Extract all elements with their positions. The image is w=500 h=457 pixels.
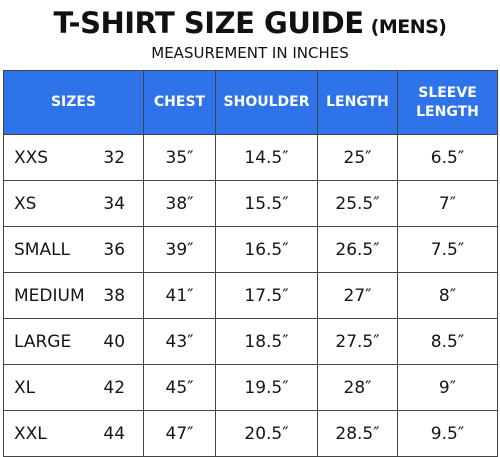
chest-cell: 38″ — [143, 180, 216, 227]
title-main: T-SHIRT SIZE GUIDE — [53, 6, 365, 40]
sleeve-cell: 8.5″ — [397, 318, 498, 365]
shoulder-cell: 18.5″ — [215, 318, 318, 365]
length-cell: 25.5″ — [317, 180, 398, 227]
table-row: XL 42 45″ 19.5″ 28″ 9″ — [3, 364, 498, 411]
size-table: SIZES CHEST SHOULDER LENGTH SLEEVE LENGT… — [3, 70, 498, 457]
length-cell: 25″ — [317, 134, 398, 181]
table-row: SMALL 36 39″ 16.5″ 26.5″ 7.5″ — [3, 226, 498, 273]
size-number-cell: 40 — [85, 318, 144, 365]
shoulder-cell: 14.5″ — [215, 134, 318, 181]
sleeve-header-line1: SLEEVE — [418, 84, 477, 101]
size-name-cell: LARGE — [3, 318, 86, 365]
length-cell: 28″ — [317, 364, 398, 411]
column-header-sizes: SIZES — [3, 70, 144, 135]
size-guide-page: T-SHIRT SIZE GUIDE (MENS) MEASUREMENT IN… — [0, 6, 500, 457]
sleeve-cell: 7″ — [397, 180, 498, 227]
table-row: MEDIUM 38 41″ 17.5″ 27″ 8″ — [3, 272, 498, 319]
sleeve-cell: 9.5″ — [397, 410, 498, 457]
chest-cell: 39″ — [143, 226, 216, 273]
title-suffix: (MENS) — [370, 16, 447, 38]
sleeve-cell: 7.5″ — [397, 226, 498, 273]
size-number-cell: 38 — [85, 272, 144, 319]
page-subtitle: MEASUREMENT IN INCHES — [151, 44, 349, 62]
chest-cell: 41″ — [143, 272, 216, 319]
size-name-cell: SMALL — [3, 226, 86, 273]
size-number-cell: 44 — [85, 410, 144, 457]
size-name-cell: XS — [3, 180, 86, 227]
sleeve-cell: 8″ — [397, 272, 498, 319]
chest-cell: 43″ — [143, 318, 216, 365]
column-header-length: LENGTH — [317, 70, 398, 135]
size-name-cell: XXS — [3, 134, 86, 181]
table-body: XXS 32 35″ 14.5″ 25″ 6.5″ XS 34 38″ 15.5… — [3, 134, 498, 457]
length-cell: 27″ — [317, 272, 398, 319]
table-row: XXS 32 35″ 14.5″ 25″ 6.5″ — [3, 134, 498, 181]
size-number-cell: 36 — [85, 226, 144, 273]
sleeve-cell: 6.5″ — [397, 134, 498, 181]
chest-cell: 47″ — [143, 410, 216, 457]
table-row: XS 34 38″ 15.5″ 25.5″ 7″ — [3, 180, 498, 227]
table-header: SIZES CHEST SHOULDER LENGTH SLEEVE LENGT… — [3, 70, 498, 135]
column-header-shoulder: SHOULDER — [215, 70, 318, 135]
size-number-cell: 34 — [85, 180, 144, 227]
shoulder-cell: 17.5″ — [215, 272, 318, 319]
size-number-cell: 32 — [85, 134, 144, 181]
shoulder-cell: 20.5″ — [215, 410, 318, 457]
length-cell: 26.5″ — [317, 226, 398, 273]
page-title: T-SHIRT SIZE GUIDE (MENS) — [0, 6, 500, 40]
size-name-cell: XXL — [3, 410, 86, 457]
column-header-sleeve-length: SLEEVE LENGTH — [397, 70, 498, 135]
length-cell: 27.5″ — [317, 318, 398, 365]
sleeve-header-line2: LENGTH — [416, 103, 479, 120]
shoulder-cell: 19.5″ — [215, 364, 318, 411]
length-cell: 28.5″ — [317, 410, 398, 457]
shoulder-cell: 16.5″ — [215, 226, 318, 273]
size-name-cell: XL — [3, 364, 86, 411]
size-number-cell: 42 — [85, 364, 144, 411]
chest-cell: 35″ — [143, 134, 216, 181]
column-header-chest: CHEST — [143, 70, 216, 135]
table-row: XXL 44 47″ 20.5″ 28.5″ 9.5″ — [3, 410, 498, 457]
size-name-cell: MEDIUM — [3, 272, 86, 319]
shoulder-cell: 15.5″ — [215, 180, 318, 227]
chest-cell: 45″ — [143, 364, 216, 411]
sleeve-cell: 9″ — [397, 364, 498, 411]
table-row: LARGE 40 43″ 18.5″ 27.5″ 8.5″ — [3, 318, 498, 365]
